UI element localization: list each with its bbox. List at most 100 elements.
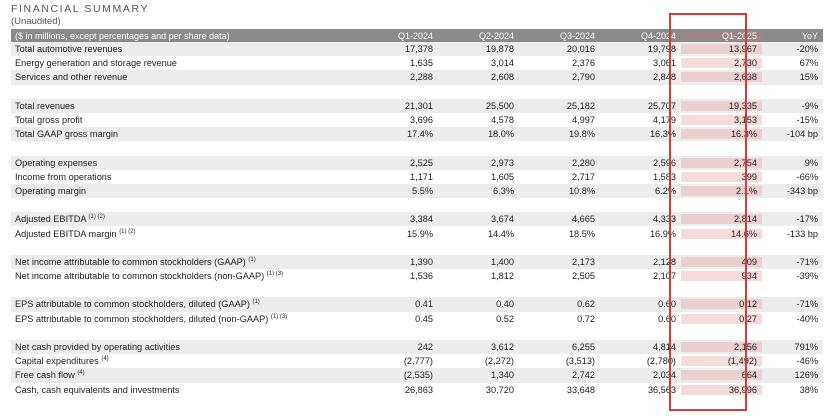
row-value: 2,717: [572, 171, 595, 182]
row-value: -20%: [796, 44, 818, 55]
row-value: 5.5%: [412, 185, 433, 196]
row-value: -15%: [796, 115, 818, 126]
table-row: Operating margin 5.5% 6.3% 10.8% 6.2% 2.1% -34…: [11, 183, 823, 199]
row-value: 0.72: [577, 313, 595, 324]
row-value: 0.27: [681, 313, 762, 324]
page-subtitle: (Unaudited): [11, 16, 61, 27]
row-value: -133 bp: [786, 228, 818, 239]
row-value: 2,754: [681, 157, 762, 168]
row-value: (1,492): [681, 356, 762, 367]
row-value: 1,340: [491, 370, 514, 381]
row-value: 17,378: [404, 44, 433, 55]
row-value: -66%: [796, 171, 818, 182]
row-value: 2,848: [653, 72, 676, 83]
page-title: FINANCIAL SUMMARY: [11, 3, 150, 15]
row-value: 38%: [799, 384, 818, 395]
row-label: Income from operations: [15, 171, 112, 182]
row-value: 14.6%: [681, 228, 762, 239]
row-label: Total gross profit: [15, 115, 83, 126]
spacer-row: [11, 241, 823, 255]
table-row: Capital expenditures (4) (2,777) (2,272) (3…: [11, 354, 823, 368]
row-label: Capital expenditures (4): [15, 356, 109, 367]
row-value: 2,173: [572, 256, 595, 267]
row-value: (2,535): [403, 370, 433, 381]
table-row: Operating expenses 2,525 2,973 2,280 2,596 2,…: [11, 155, 823, 170]
header-q2-2024: Q2-2024: [478, 30, 514, 41]
row-value: 2,107: [653, 271, 676, 282]
row-value: 4,814: [653, 342, 676, 353]
row-value: 4,578: [491, 115, 514, 126]
spacer-row: [11, 283, 823, 297]
row-value: 1,390: [410, 256, 433, 267]
row-value: 16.3%: [649, 129, 676, 140]
row-value: 2,790: [572, 72, 595, 83]
row-value: -71%: [796, 256, 818, 267]
footnote-ref: (1): [248, 256, 256, 263]
row-value: 26,863: [404, 384, 433, 395]
row-value: 18.5%: [568, 228, 595, 239]
row-value: 19.8%: [568, 129, 595, 140]
row-value: 0.60: [658, 313, 676, 324]
row-value: 14.4%: [487, 228, 514, 239]
row-value: 19,798: [647, 44, 676, 55]
footnote-ref: (1): [252, 299, 260, 306]
row-label: Operating expenses: [15, 157, 98, 168]
row-value: 2,128: [653, 256, 676, 267]
row-value: -39%: [796, 271, 818, 282]
row-label: Net cash provided by operating activitie…: [15, 342, 180, 353]
row-value: 10.8%: [568, 185, 595, 196]
row-value: 6.2%: [655, 185, 676, 196]
row-value: 1,400: [491, 256, 514, 267]
row-value: 2.1%: [681, 185, 762, 196]
row-value: 25,707: [647, 100, 676, 111]
footnote-ref: (4): [101, 356, 109, 363]
row-value: 2,525: [410, 157, 433, 168]
table-row: Income from operations 1,171 1,605 2,717 1,5…: [11, 170, 823, 184]
row-value: 3,384: [410, 214, 433, 225]
row-value: 1,635: [410, 58, 433, 69]
row-value: 6.3%: [493, 185, 514, 196]
row-value: -46%: [796, 356, 818, 367]
row-value: 409: [681, 256, 762, 267]
table-row: Cash, cash equivalents and investments 26…: [11, 383, 823, 397]
row-label: Operating margin: [15, 185, 86, 196]
table-row: EPS attributable to common stockholders,…: [11, 297, 823, 312]
row-value: 1,605: [491, 171, 514, 182]
row-value: -40%: [796, 313, 818, 324]
header-q1-2025: Q1-2025: [681, 30, 762, 41]
header-label: ($ in millions, except percentages and p…: [15, 30, 230, 41]
row-value: 1,812: [491, 271, 514, 282]
table-row: Total gross profit 3,696 4,578 4,997 4,179 3,…: [11, 113, 823, 127]
table-row: Free cash flow (4) (2,535) 1,340 2,742 2,034…: [11, 368, 823, 383]
row-value: 19,335: [681, 100, 762, 111]
row-value: -9%: [801, 100, 818, 111]
spacer-row: [11, 141, 823, 155]
table-header: ($ in millions, except percentages and p…: [11, 29, 823, 42]
row-value: 0.45: [415, 313, 433, 324]
row-label: Net income attributable to common stockh…: [15, 271, 284, 282]
row-value: 3,153: [681, 115, 762, 126]
table-row: Adjusted EBITDA (1) (2) 3,384 3,674 4,665 4,…: [11, 212, 823, 227]
row-value: 16.9%: [649, 228, 676, 239]
row-value: 36,996: [681, 384, 762, 395]
row-label: Services and other revenue: [15, 72, 128, 83]
row-label: EPS attributable to common stockholders,…: [15, 299, 260, 310]
row-value: (2,272): [484, 356, 514, 367]
row-value: 3,612: [491, 342, 514, 353]
table-row: Net income attributable to common stockh…: [11, 269, 823, 283]
row-value: 36,563: [647, 384, 676, 395]
row-value: 1,171: [410, 171, 433, 182]
spacer-row: [11, 198, 823, 212]
table-body: Total automotive revenues 17,378 19,878 20,…: [11, 42, 823, 397]
footnote-ref: (4): [77, 370, 85, 377]
table-row: Net cash provided by operating activitie…: [11, 339, 823, 355]
row-value: 21,301: [404, 100, 433, 111]
row-value: 1,536: [410, 271, 433, 282]
row-value: 13,967: [681, 44, 762, 55]
row-value: 3,014: [491, 58, 514, 69]
footnote-ref: (1) (3): [270, 313, 288, 320]
row-value: 20,016: [566, 44, 595, 55]
row-value: 18.0%: [487, 129, 514, 140]
row-value: 6,255: [572, 342, 595, 353]
row-value: -71%: [796, 299, 818, 310]
